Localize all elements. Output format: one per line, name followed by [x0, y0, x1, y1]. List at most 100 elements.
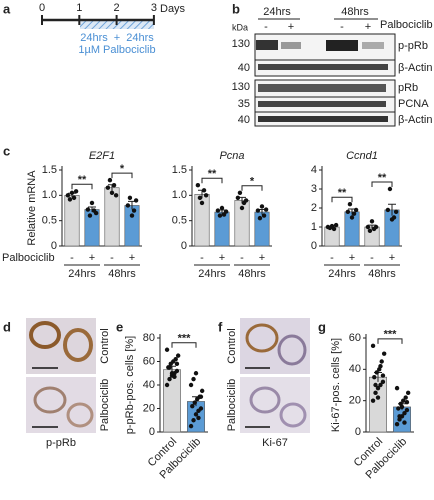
- y-tick-label: 2: [311, 202, 317, 214]
- data-point: [372, 374, 377, 380]
- data-point: [93, 210, 99, 216]
- data-point: [396, 406, 401, 411]
- data-point: [243, 198, 249, 203]
- y-tick-label: 20: [349, 395, 361, 407]
- tissue: [277, 334, 307, 366]
- data-point: [173, 356, 178, 362]
- y-tick-label: 0.5: [172, 215, 187, 227]
- data-point: [373, 382, 378, 388]
- lane-sign: -: [340, 21, 344, 33]
- data-point: [127, 195, 133, 201]
- protein: β-Actin: [398, 114, 432, 126]
- bar: [214, 211, 230, 247]
- data-point: [188, 423, 194, 429]
- significance-label: **: [338, 187, 347, 199]
- lane-sign: -: [264, 21, 268, 33]
- data-point: [373, 224, 379, 230]
- y-tick-label: 20: [143, 402, 155, 414]
- tissue: [33, 386, 67, 414]
- data-point: [367, 228, 373, 233]
- data-point: [167, 365, 172, 370]
- data-point: [259, 204, 265, 209]
- y-tick-label: 60: [349, 332, 361, 344]
- lane-sign: +: [365, 21, 371, 33]
- y-tick-label: 40: [349, 363, 361, 375]
- category-label: -: [70, 252, 74, 264]
- panel-letter: c: [3, 143, 10, 158]
- stain-label: p-pRb: [46, 437, 76, 449]
- data-point: [198, 406, 204, 411]
- band: [258, 116, 388, 122]
- bar: [364, 226, 380, 247]
- data-point: [370, 343, 376, 349]
- data-point: [374, 370, 379, 375]
- data-point: [402, 411, 407, 416]
- y-axis-label: Relative mRNA: [26, 170, 38, 246]
- data-point: [164, 347, 170, 352]
- group-label: 48hrs: [238, 268, 266, 280]
- category-label: -: [200, 252, 204, 264]
- y-tick-label: 3: [311, 183, 317, 195]
- kda: 40: [238, 114, 250, 126]
- significance-label: **: [378, 172, 387, 184]
- data-point: [67, 197, 73, 202]
- data-point: [191, 418, 196, 423]
- tissue: [63, 328, 93, 362]
- y-axis-label: Ki-67-pos. cells [%]: [330, 338, 342, 432]
- category-label: -: [240, 252, 244, 264]
- data-point: [73, 189, 79, 194]
- band: [258, 84, 386, 92]
- bar: [254, 211, 270, 247]
- data-point: [255, 208, 261, 213]
- data-point: [257, 215, 263, 221]
- x-axis-label: Palbociclib: [2, 252, 55, 264]
- data-point: [404, 407, 410, 413]
- western-blot: 24hrs 48hrs Palbociclib - + - + kDa 130 …: [232, 6, 433, 127]
- kda: 35: [238, 98, 250, 110]
- lane-sign: +: [288, 21, 294, 33]
- data-point: [217, 213, 223, 218]
- phase-plus: +: [114, 32, 120, 44]
- category-label: -: [370, 252, 374, 264]
- histology-d: Control Palbociclib p-pRb: [26, 318, 111, 449]
- data-point: [201, 188, 207, 193]
- data-point: [190, 403, 195, 409]
- band: [258, 64, 388, 70]
- y-tick-label: 1.0: [172, 189, 187, 201]
- row-label: Control: [99, 328, 111, 363]
- data-point: [169, 371, 175, 376]
- row-label: Control: [226, 328, 238, 363]
- significance-bracket: [111, 172, 133, 179]
- kda: 130: [232, 38, 250, 50]
- y-tick-label: 0: [51, 240, 57, 252]
- bar: [369, 376, 387, 433]
- histology-f: Control Palbociclib Ki-67: [226, 318, 310, 449]
- data-point: [397, 414, 402, 419]
- timeline-unit: Days: [160, 3, 186, 15]
- data-point: [203, 193, 209, 198]
- category-label: +: [129, 252, 135, 264]
- data-point: [381, 351, 387, 356]
- bar: [124, 205, 140, 247]
- data-point: [198, 394, 204, 399]
- phase-label: 24hrs: [80, 32, 108, 44]
- group-label: 24hrs: [198, 268, 226, 280]
- stain-label: Ki-67: [262, 437, 288, 449]
- band: [326, 40, 358, 51]
- panel-letter: f: [218, 319, 223, 334]
- data-point: [113, 193, 119, 198]
- error-bar: [388, 203, 396, 216]
- significance-bracket: [331, 196, 353, 203]
- data-point: [175, 353, 181, 358]
- data-point: [107, 177, 113, 183]
- significance-label: ***: [178, 333, 192, 345]
- panel-letter: e: [116, 319, 123, 334]
- data-point: [391, 215, 397, 220]
- data-point: [378, 364, 383, 369]
- data-point: [345, 209, 351, 214]
- significance-label: ***: [384, 329, 398, 341]
- category-label: +: [349, 252, 355, 264]
- group-label: 24hrs: [68, 268, 96, 280]
- treatment-label: 1µM Palbociclib: [78, 44, 155, 56]
